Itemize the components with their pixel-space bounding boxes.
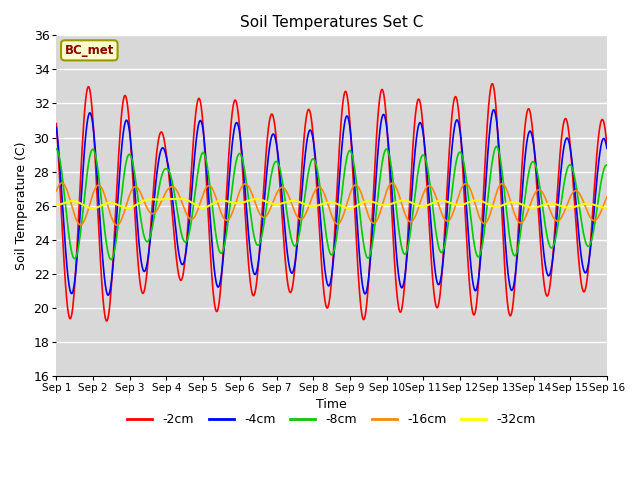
X-axis label: Time: Time: [316, 398, 347, 411]
Y-axis label: Soil Temperature (C): Soil Temperature (C): [15, 142, 28, 270]
Text: BC_met: BC_met: [65, 44, 114, 57]
Title: Soil Temperatures Set C: Soil Temperatures Set C: [240, 15, 423, 30]
Legend: -2cm, -4cm, -8cm, -16cm, -32cm: -2cm, -4cm, -8cm, -16cm, -32cm: [122, 408, 541, 431]
